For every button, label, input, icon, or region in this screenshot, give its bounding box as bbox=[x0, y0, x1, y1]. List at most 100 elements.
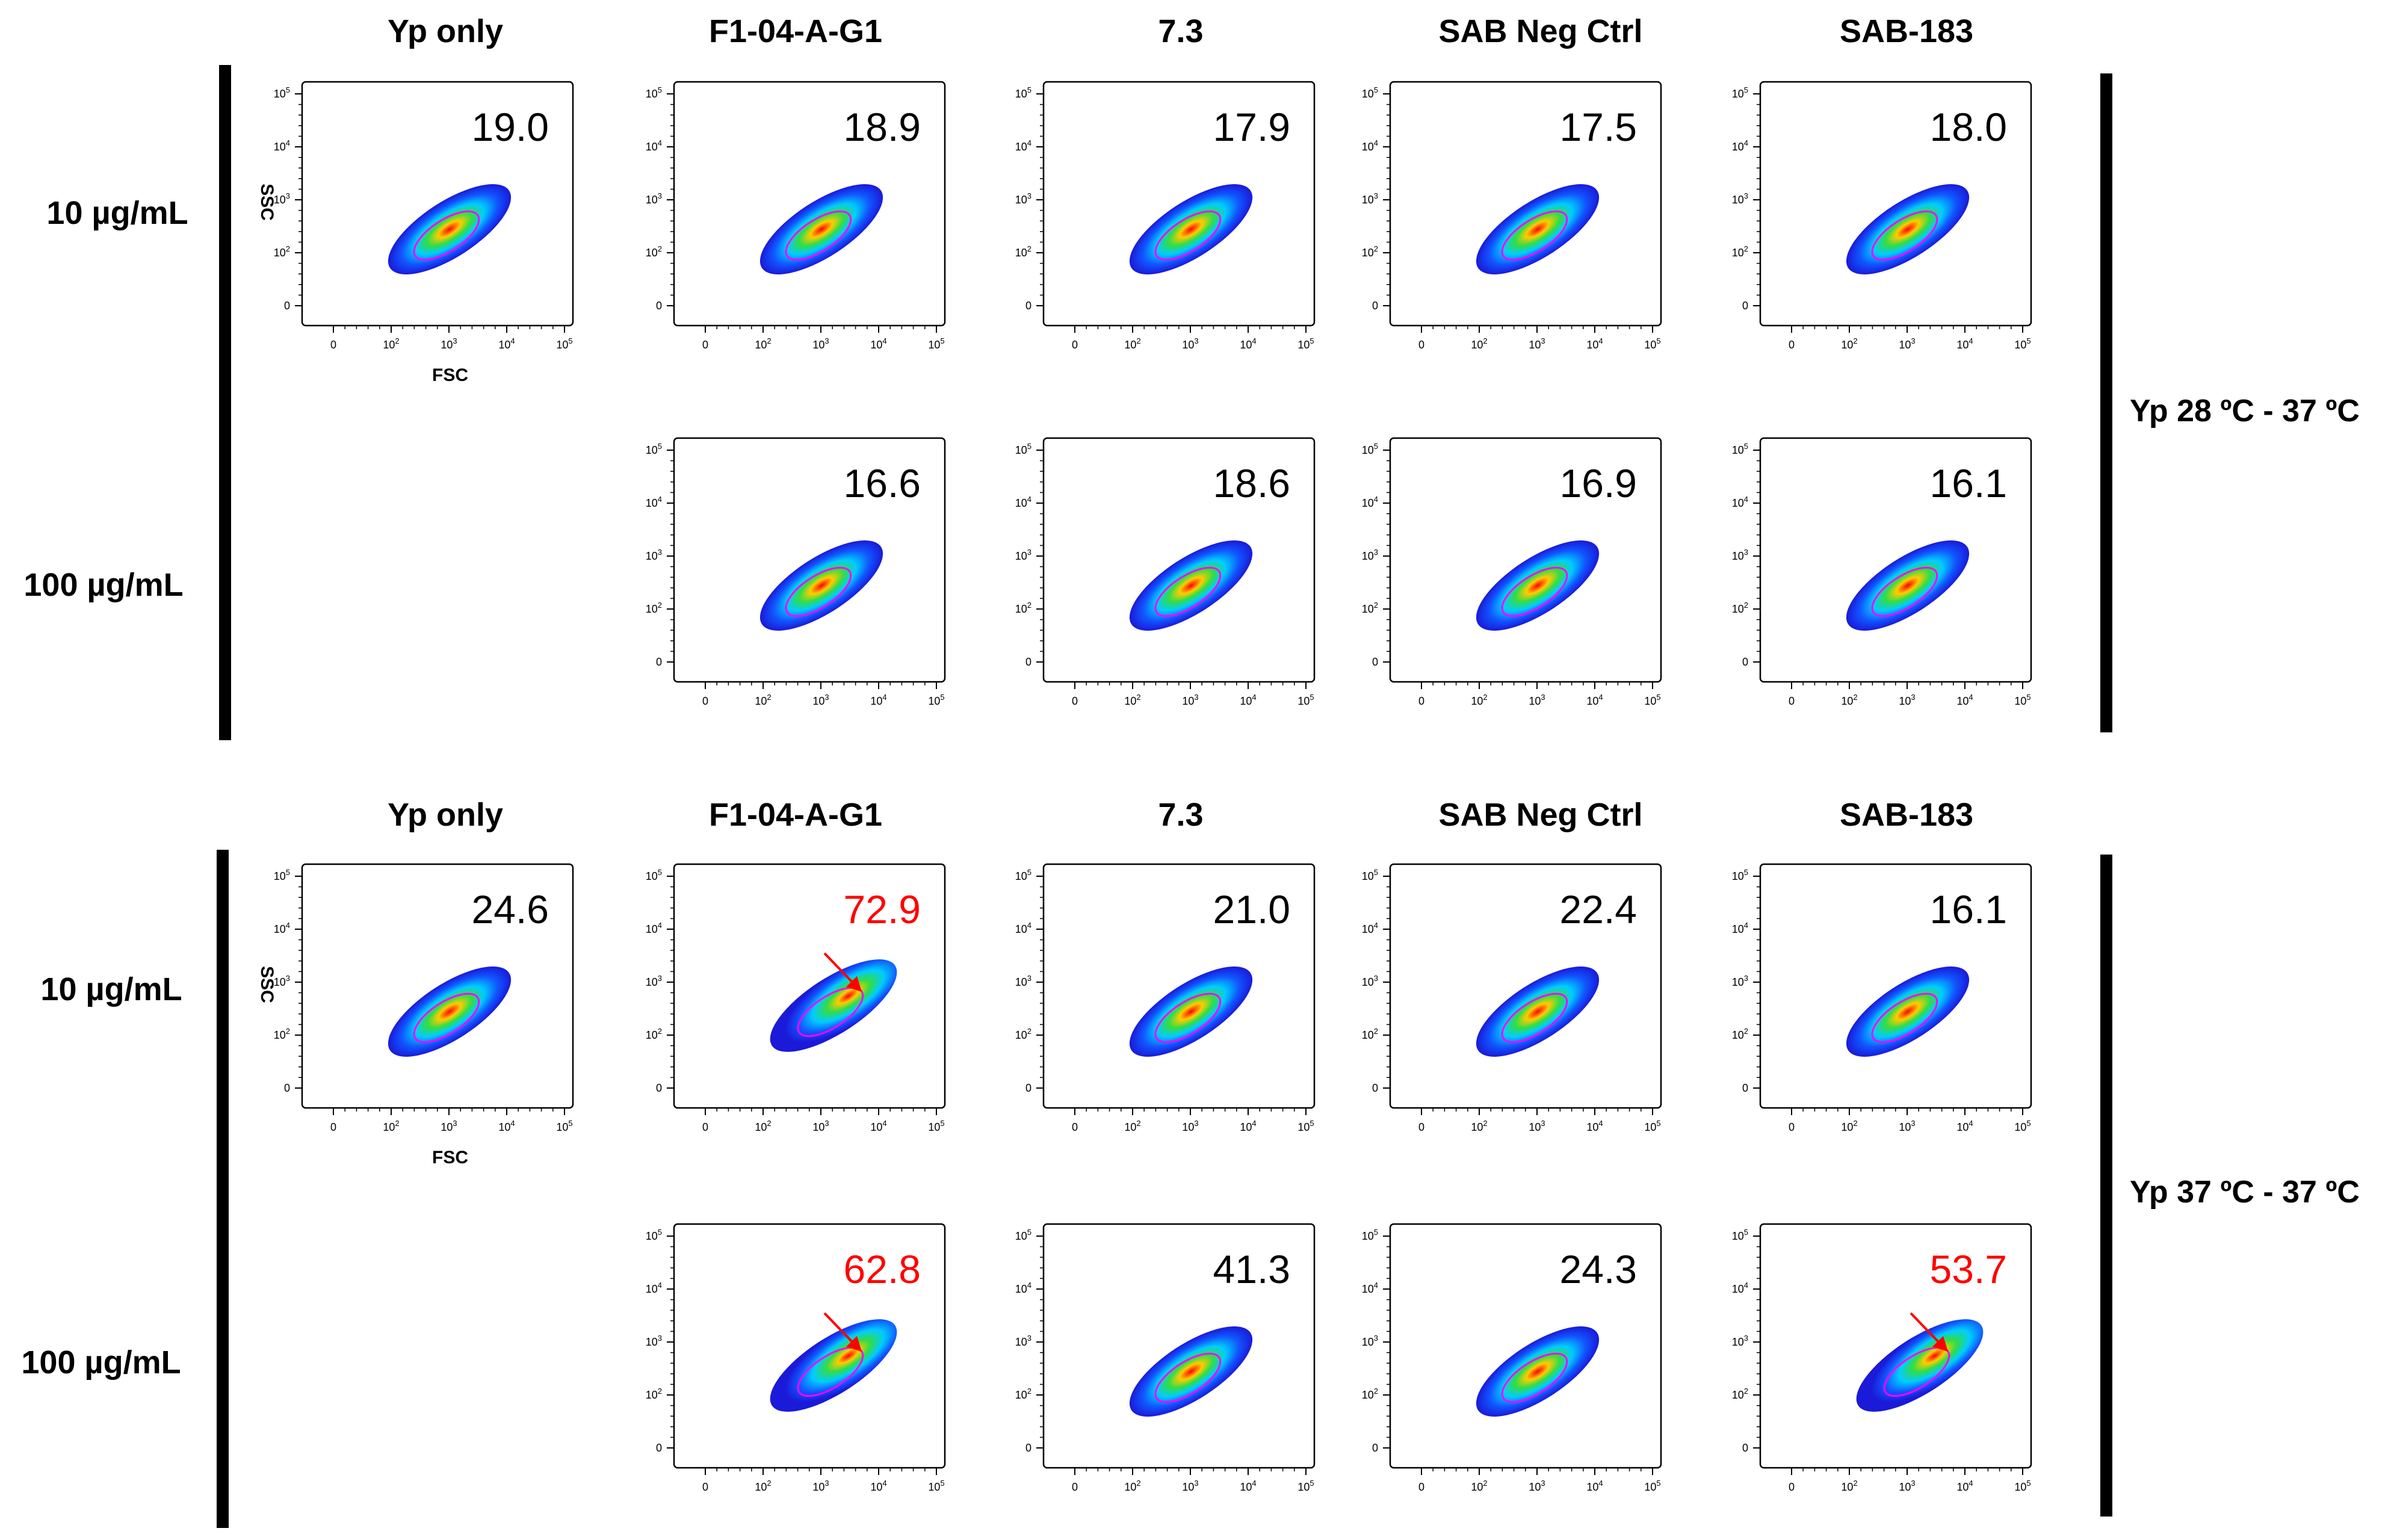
x-tick-label: 102 bbox=[755, 693, 771, 707]
y-tick-label: 104 bbox=[1015, 1281, 1031, 1295]
x-tick-label: 103 bbox=[1899, 693, 1915, 707]
plot-panel: 105 104 103 102 0 0 102 103 104 105 18.6 bbox=[1015, 437, 1316, 707]
x-tick-label: 102 bbox=[1124, 1479, 1140, 1493]
x-tick-label: 105 bbox=[1644, 1479, 1660, 1493]
density-plot bbox=[1129, 1326, 1253, 1417]
x-tick-label: 103 bbox=[1182, 336, 1198, 351]
density-cloud bbox=[1856, 1319, 1984, 1412]
y-tick-label: 103 bbox=[1015, 1334, 1031, 1348]
group1-col-title-2: F1-04-A-G1 bbox=[709, 13, 882, 49]
y-tick-label: 105 bbox=[646, 85, 662, 100]
x-tick-label: 103 bbox=[1899, 1119, 1915, 1133]
gate-outline bbox=[1154, 210, 1222, 261]
x-tick-label: 105 bbox=[1297, 693, 1314, 707]
density-plot bbox=[388, 966, 512, 1057]
gate-percentage-label: 22.4 bbox=[1560, 887, 1637, 932]
x-tick-label: 105 bbox=[556, 336, 572, 351]
highlight-arrowhead bbox=[846, 976, 862, 992]
y-tick-label: 104 bbox=[1732, 1281, 1748, 1295]
x-tick-label: 0 bbox=[1072, 1481, 1078, 1493]
x-tick-label: 105 bbox=[928, 693, 944, 707]
y-tick-label: 104 bbox=[646, 138, 662, 153]
density-cloud bbox=[388, 184, 512, 274]
density-cloud bbox=[1476, 184, 1600, 274]
y-tick-label: 102 bbox=[1015, 244, 1031, 259]
x-tick-label: 104 bbox=[1956, 693, 1973, 707]
y-tick-label: 103 bbox=[1362, 548, 1378, 562]
x-tick-label: 105 bbox=[2014, 1119, 2030, 1133]
y-tick-label: 103 bbox=[646, 974, 662, 988]
x-tick-label: 102 bbox=[1841, 693, 1857, 707]
density-cloud bbox=[770, 959, 897, 1052]
gate-percentage-label: 16.9 bbox=[1560, 461, 1637, 506]
y-tick-label: 0 bbox=[1025, 1082, 1031, 1094]
gate-outline bbox=[1501, 992, 1568, 1044]
density-cloud bbox=[1129, 1326, 1253, 1417]
density-plot bbox=[1476, 540, 1600, 631]
density-plot bbox=[1476, 966, 1600, 1057]
x-tick-label: 103 bbox=[1529, 336, 1545, 351]
group2-right-bar bbox=[2100, 855, 2112, 1517]
density-cloud bbox=[759, 540, 883, 631]
y-tick-label: 102 bbox=[1362, 1387, 1378, 1401]
x-tick-label: 103 bbox=[1182, 1479, 1198, 1493]
y-tick-label: 105 bbox=[1362, 1228, 1378, 1242]
x-tick-label: 105 bbox=[1644, 1119, 1660, 1133]
x-tick-label: 102 bbox=[1841, 1119, 1857, 1133]
y-tick-label: 0 bbox=[656, 656, 662, 668]
y-tick-label: 104 bbox=[1362, 138, 1378, 153]
x-tick-label: 104 bbox=[1586, 693, 1603, 707]
gate-percentage-label: 18.0 bbox=[1930, 105, 2007, 149]
y-tick-label: 105 bbox=[1732, 868, 1748, 882]
gate-percentage-label: 72.9 bbox=[844, 887, 921, 932]
x-tick-label: 0 bbox=[1418, 1121, 1424, 1133]
gate-outline bbox=[1871, 992, 1938, 1044]
gate-percentage-label: 16.1 bbox=[1930, 887, 2007, 932]
y-tick-label: 105 bbox=[274, 85, 290, 100]
density-cloud bbox=[388, 966, 512, 1057]
x-tick-label: 0 bbox=[702, 339, 708, 351]
plot-panel: 105 104 103 102 0 0 102 103 104 105 17.5 bbox=[1362, 81, 1662, 351]
y-tick-label: 102 bbox=[1732, 601, 1748, 615]
y-tick-label: 103 bbox=[646, 191, 662, 206]
x-tick-label: 104 bbox=[870, 336, 886, 351]
x-tick-label: 104 bbox=[870, 693, 886, 707]
x-tick-label: 104 bbox=[1586, 1479, 1603, 1493]
density-cloud bbox=[1846, 184, 1970, 274]
x-tick-label: 102 bbox=[755, 336, 771, 351]
density-cloud bbox=[1129, 966, 1253, 1057]
y-tick-label: 105 bbox=[646, 868, 662, 882]
density-plot bbox=[759, 184, 883, 274]
y-tick-label: 103 bbox=[1732, 974, 1748, 988]
plot-panel: 105 104 103 102 0 0 102 103 104 105 17.9 bbox=[1015, 81, 1316, 351]
group2-col-title-4: SAB Neg Ctrl bbox=[1438, 797, 1642, 833]
y-tick-label: 104 bbox=[1732, 138, 1748, 153]
y-tick-label: 104 bbox=[646, 495, 662, 509]
gate-outline bbox=[1501, 566, 1568, 617]
y-tick-label: 105 bbox=[274, 868, 290, 882]
group1-col-title-5: SAB-183 bbox=[1840, 13, 1973, 49]
x-tick-label: 103 bbox=[1182, 1119, 1198, 1133]
y-tick-label: 105 bbox=[1732, 85, 1748, 100]
gate-outline bbox=[413, 210, 480, 261]
x-tick-label: 102 bbox=[383, 336, 399, 351]
x-axis-title: FSC bbox=[432, 365, 468, 385]
x-tick-label: 104 bbox=[870, 1119, 886, 1133]
y-tick-label: 104 bbox=[1015, 138, 1031, 153]
y-tick-label: 102 bbox=[646, 1027, 662, 1041]
y-axis-title: SSC bbox=[257, 184, 277, 221]
y-axis-title: SSC bbox=[257, 966, 277, 1003]
y-tick-label: 102 bbox=[274, 244, 290, 259]
gate-percentage-label: 41.3 bbox=[1213, 1247, 1290, 1291]
gate-percentage-label: 17.9 bbox=[1213, 105, 1290, 149]
y-tick-label: 105 bbox=[1015, 868, 1031, 882]
group2-row-label-2: 100 µg/mL bbox=[21, 1344, 181, 1381]
gate-outline bbox=[1154, 566, 1222, 617]
y-tick-label: 102 bbox=[646, 244, 662, 259]
highlight-arrow bbox=[823, 1312, 857, 1347]
x-tick-label: 0 bbox=[1789, 1121, 1795, 1133]
plot-panel: 105 104 103 102 0 0 102 103 104 105 72.9 bbox=[646, 863, 946, 1133]
y-tick-label: 104 bbox=[274, 921, 290, 935]
density-cloud bbox=[759, 184, 883, 274]
y-tick-label: 0 bbox=[656, 1442, 662, 1454]
